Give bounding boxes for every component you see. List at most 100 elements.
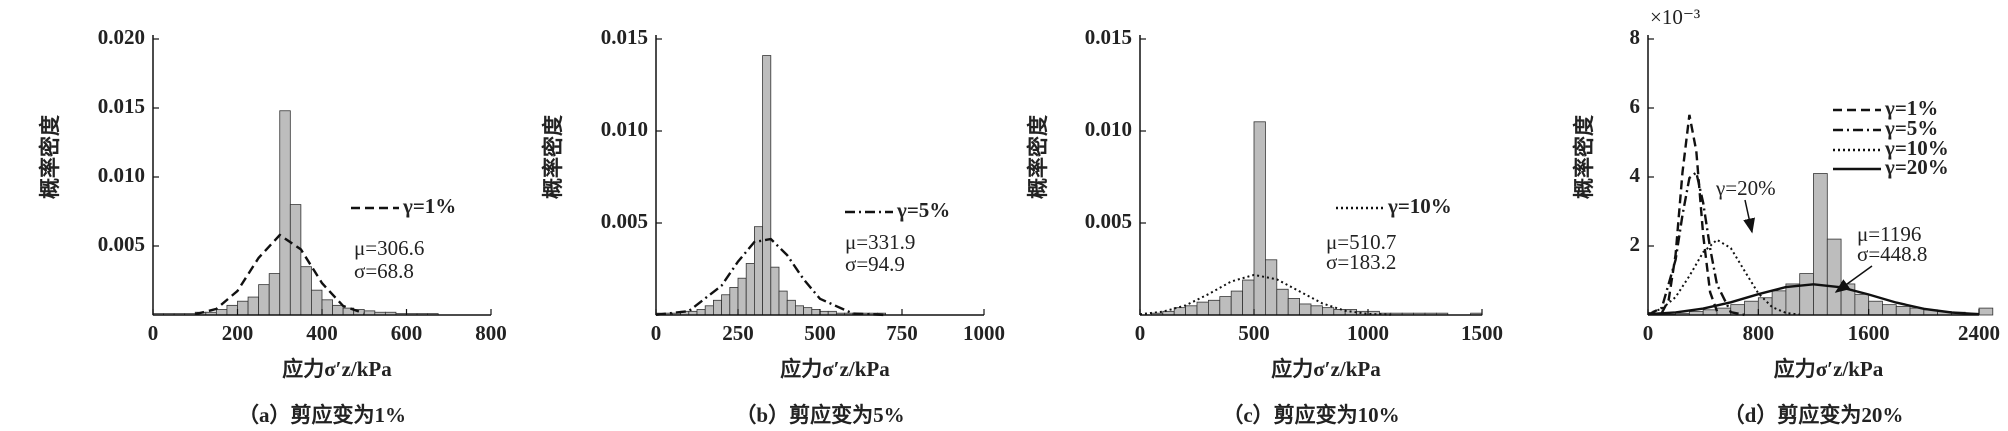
fit-curve: [1647, 170, 1745, 317]
panel: γ=10% 0 500 1000 1500 0.005 0.010 0.015 应力σ′z/kP…: [1026, 25, 1503, 427]
histogram-bar: [300, 266, 312, 316]
y-tick-label: 0.015: [1085, 25, 1132, 49]
annotation: μ=331.9: [845, 230, 915, 254]
histogram-bar: [311, 289, 323, 316]
x-axis-label: 应力σ′z/kPa: [1774, 357, 1884, 381]
annotation: μ=1196: [1857, 222, 1921, 246]
fit-curve: [1647, 283, 1980, 316]
histogram-bar: [729, 286, 739, 316]
x-tick-label: 250: [722, 321, 754, 345]
histogram-bar: [1265, 259, 1278, 316]
histogram-bar: [321, 299, 333, 316]
histogram-bar: [1895, 305, 1911, 316]
histogram-bar: [745, 263, 755, 316]
caption: （d）剪应变为20%: [1724, 403, 1904, 427]
histogram-bar: [811, 309, 821, 316]
histogram-bar: [1219, 296, 1232, 316]
fit-curve: [1647, 238, 1800, 316]
histogram-bar: [737, 277, 747, 316]
histogram-bar: [268, 273, 281, 316]
histogram-bar: [237, 300, 249, 316]
histogram-bar: [1299, 303, 1312, 316]
histogram-bar: [1702, 309, 1718, 316]
annotation: σ=68.8: [354, 259, 414, 283]
x-tick-label: 500: [1238, 321, 1270, 345]
histogram-bar: [1208, 299, 1221, 316]
legend-label: γ=10%: [1884, 136, 1949, 160]
y-tick-label: 0.010: [1085, 117, 1132, 141]
histogram-bar: [1310, 305, 1323, 316]
histogram-bar: [786, 299, 796, 316]
histogram-bar: [1854, 293, 1870, 316]
annotation: μ=510.7: [1326, 230, 1396, 254]
histogram-bar: [1882, 304, 1897, 316]
x-tick-label: 0: [148, 321, 159, 345]
x-tick-label: 750: [886, 321, 918, 345]
y-tick-label: 0.015: [98, 94, 145, 118]
x-tick-label: 800: [475, 321, 507, 345]
legend-label: γ=20%: [1884, 155, 1949, 179]
histogram-bar: [1287, 298, 1300, 316]
histogram-bar: [289, 204, 302, 316]
x-tick-label: 0: [1643, 321, 1654, 345]
y-tick-label: 2: [1630, 232, 1641, 256]
histogram-bar: [1242, 279, 1255, 316]
histogram-bar: [762, 55, 772, 316]
histogram-bar: [1185, 305, 1198, 316]
histogram-bar: [795, 305, 805, 316]
y-tick-label: 0.005: [98, 232, 145, 256]
histogram-bar: [1813, 173, 1828, 316]
histogram-bar: [226, 304, 238, 316]
histogram-bar: [279, 110, 291, 316]
histogram-bar: [1785, 283, 1801, 316]
x-tick-label: 0: [651, 321, 662, 345]
y-tick-label: 8: [1630, 25, 1641, 49]
caption: （b）剪应变为5%: [735, 403, 904, 427]
y-multiplier: ×10⁻³: [1650, 5, 1700, 29]
panel: γ=1%γ=5%γ=10%γ=20%0 800 1600 24002468×10⁻³应…: [1572, 5, 2000, 427]
histogram-bar: [332, 304, 344, 316]
annotation-arrow: [1834, 265, 1873, 293]
histogram-bar: [754, 226, 764, 316]
y-tick-label: 0.005: [601, 209, 648, 233]
x-tick-label: 600: [391, 321, 423, 345]
x-tick-label: 400: [306, 321, 338, 345]
fit-curve: [195, 233, 365, 316]
histogram-bar: [1826, 238, 1842, 316]
histogram-bar: [1322, 307, 1335, 316]
y-tick-label: 0.010: [601, 117, 648, 141]
caption: （a）剪应变为1%: [238, 403, 406, 427]
caption: （c）剪应变为10%: [1222, 403, 1399, 427]
x-tick-label: 2400: [1958, 321, 2000, 345]
legend-label: γ=10%: [1387, 194, 1452, 218]
x-tick-label: 200: [222, 321, 254, 345]
histogram-bar: [721, 294, 731, 316]
y-tick-label: 4: [1630, 163, 1641, 187]
histogram-bar: [713, 299, 723, 316]
x-axis-label: 应力σ′z/kPa: [780, 357, 890, 381]
y-axis-label: 概率密度: [541, 115, 565, 199]
histogram-bar: [1230, 290, 1243, 316]
y-axis-label: 概率密度: [38, 115, 62, 199]
annotation: σ=94.9: [845, 252, 905, 276]
fit-curve: [655, 237, 886, 317]
x-tick-label: 1600: [1848, 321, 1890, 345]
annotation: σ=183.2: [1326, 250, 1396, 274]
y-tick-label: 0.015: [601, 25, 648, 49]
annotation: σ=448.8: [1857, 242, 1927, 266]
legend-label: γ=5%: [896, 198, 950, 222]
y-tick-label: 6: [1630, 94, 1641, 118]
histogram-bar: [1333, 309, 1346, 316]
y-axis-label: 概率密度: [1572, 115, 1596, 199]
histogram-bar: [215, 309, 228, 316]
histogram-bar: [1716, 307, 1732, 316]
y-tick-label: 0.020: [98, 25, 145, 49]
y-tick-label: 0.005: [1085, 209, 1132, 233]
histogram-bar: [1276, 288, 1289, 316]
histogram-bar: [1799, 273, 1814, 316]
annotation: μ=306.6: [354, 236, 424, 260]
histogram-bar: [1868, 300, 1883, 316]
histogram-bar: [778, 290, 788, 316]
histogram-bar: [1771, 290, 1787, 316]
x-tick-label: 800: [1743, 321, 1775, 345]
